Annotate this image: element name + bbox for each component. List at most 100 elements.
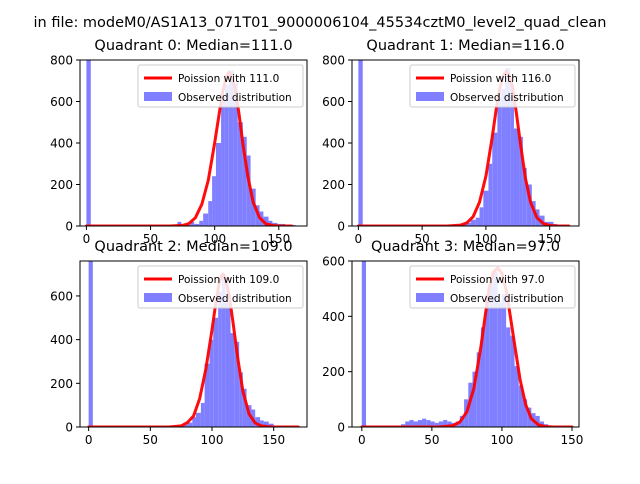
legend-swatch-hist	[144, 92, 172, 101]
axes-frame	[79, 260, 308, 428]
histogram-bar	[493, 272, 498, 427]
y-tick-label: 600	[50, 289, 73, 303]
histogram-bar	[522, 399, 528, 427]
x-tick-label: 100	[490, 433, 513, 447]
legend-label-fit: Poission with 116.0	[450, 73, 551, 85]
y-tick-label: 200	[50, 377, 73, 391]
x-tick-label: 50	[414, 232, 429, 246]
histogram-bar	[447, 421, 452, 427]
y-tick-label: 600	[50, 95, 73, 109]
histogram-bar	[192, 417, 196, 427]
legend-label-hist: Observed distribution	[178, 293, 292, 305]
histogram-bar	[242, 136, 247, 226]
histogram-bar	[199, 220, 204, 226]
histogram-bar	[86, 60, 91, 226]
x-tick-label: 50	[143, 232, 158, 246]
subplot-quadrant-3: 0 50 100 150 0 200 400 600 Quadrant 3: Median=97…	[322, 239, 583, 447]
y-tick-label: 600	[322, 255, 345, 269]
legend-box	[409, 64, 576, 108]
histogram-bar	[470, 219, 476, 226]
histogram-bar	[480, 327, 486, 427]
histogram-bar	[417, 420, 423, 427]
subplot-quadrant-0: 0 50 100 150 0 200 400 600 800 Quadrant 0: Median…	[50, 38, 308, 246]
histogram-bar	[485, 294, 490, 427]
histogram-bar	[233, 82, 238, 226]
histogram-bar	[208, 201, 213, 226]
y-tick-label: 200	[322, 178, 345, 192]
histogram-bar	[242, 388, 247, 427]
histogram-bar	[492, 132, 498, 226]
histogram-bar	[438, 421, 444, 427]
histogram-bar	[510, 335, 515, 427]
histogram-bar	[228, 70, 234, 226]
histogram-bar	[221, 274, 226, 427]
x-tick-label: 0	[83, 232, 91, 246]
legend-label-hist: Observed distribution	[450, 92, 564, 104]
x-tick-label: 50	[424, 433, 439, 447]
y-tick-label: 400	[50, 137, 73, 151]
x-tick-label: 100	[474, 232, 497, 246]
histogram-bar	[221, 97, 225, 226]
histogram-bar	[488, 163, 493, 226]
y-tick-label: 800	[322, 54, 345, 68]
legend: Poission with 109.0 Observed distribution	[137, 265, 304, 309]
histogram-bar	[513, 128, 520, 226]
histogram-bar	[522, 167, 527, 226]
histogram-bar	[430, 421, 435, 427]
legend-swatch-hist	[144, 293, 172, 302]
histogram-bar	[185, 224, 191, 226]
legend-box	[137, 265, 304, 309]
legend: Poission with 97.0 Observed distribution	[409, 265, 576, 309]
histogram-bar	[519, 136, 523, 226]
histogram-bar	[195, 412, 201, 427]
histogram-bar	[422, 418, 427, 427]
subplot-quadrant-1: 0 50 100 150 0 200 400 600 800 Quadrant 1: Median…	[322, 38, 580, 246]
histogram-bar	[255, 417, 261, 427]
histogram-bar	[506, 327, 511, 427]
histogram-bar	[213, 317, 219, 427]
histogram-bar	[200, 402, 205, 427]
histogram-bar	[475, 217, 480, 226]
y-tick-label: 800	[50, 54, 73, 68]
histogram-bar	[177, 221, 182, 226]
y-tick-label: 400	[322, 137, 345, 151]
legend-swatch-hist	[416, 92, 444, 101]
histogram-bar	[510, 84, 514, 226]
legend-box	[409, 265, 576, 309]
x-tick-label: 0	[358, 433, 366, 447]
subplot-title: Quadrant 2: Median=109.0	[94, 239, 292, 255]
legend-label-fit: Poission with 97.0	[450, 274, 545, 286]
y-tick-label: 200	[50, 178, 73, 192]
x-tick-label: 100	[201, 433, 224, 447]
histogram-bar	[239, 372, 243, 427]
legend-label-fit: Poission with 109.0	[178, 274, 279, 286]
x-tick-label: 150	[561, 433, 584, 447]
histogram-bar	[479, 207, 484, 226]
histogram-bar	[497, 97, 502, 226]
y-tick-label: 0	[65, 220, 73, 234]
x-tick-label: 0	[85, 433, 93, 447]
legend-swatch-hist	[416, 293, 444, 302]
histogram-bar	[187, 422, 193, 427]
histogram-bar	[358, 60, 363, 226]
histogram-bar	[465, 222, 471, 226]
histogram-bar	[237, 122, 243, 226]
histogram-bar	[443, 420, 448, 427]
histogram-bar	[501, 294, 507, 427]
histogram-bar	[409, 420, 414, 427]
histogram-bar	[526, 184, 532, 226]
histogram-bar	[518, 385, 523, 427]
x-tick-label: 50	[143, 433, 158, 447]
subplot-title: Quadrant 3: Median=97.0	[371, 239, 560, 255]
y-tick-label: 400	[322, 310, 345, 324]
histogram-bar	[476, 352, 481, 427]
y-tick-label: 600	[322, 95, 345, 109]
histogram-bar	[230, 333, 235, 427]
y-tick-label: 400	[50, 333, 73, 347]
histogram-bar	[535, 415, 540, 427]
histogram-bar	[234, 341, 240, 427]
legend-label-hist: Observed distribution	[450, 293, 564, 305]
axes-frame	[351, 260, 580, 428]
